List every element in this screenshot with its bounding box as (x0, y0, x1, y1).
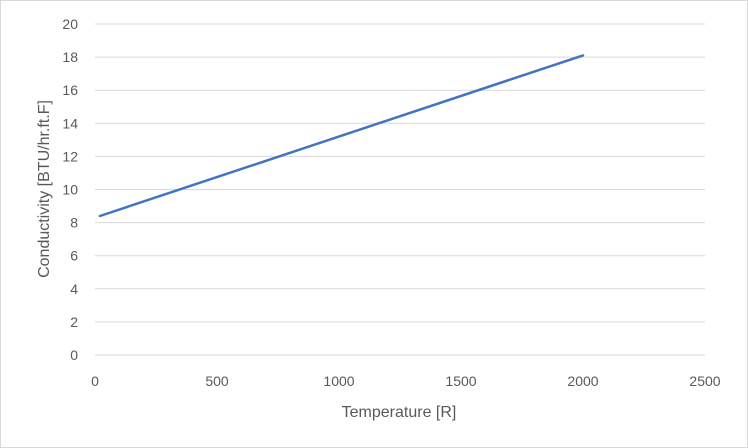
y-tick-label: 6 (70, 248, 78, 264)
x-axis-title: Temperature [R] (342, 404, 457, 421)
y-axis-ticks: 0 2 4 6 8 10 12 14 16 18 20 (62, 16, 78, 363)
y-axis-title: Conductivity [BTU/hr.ft.F] (36, 100, 53, 278)
y-tick-label: 2 (70, 314, 78, 330)
y-tick-label: 18 (62, 49, 78, 65)
x-tick-label: 2000 (567, 373, 598, 389)
y-tick-label: 14 (62, 115, 78, 131)
x-axis-ticks: 0 500 1000 1500 2000 2500 (91, 373, 721, 389)
x-tick-label: 0 (91, 373, 99, 389)
y-tick-label: 0 (70, 347, 78, 363)
series-line (98, 54, 585, 218)
gridlines (95, 23, 705, 323)
x-tick-label: 1500 (445, 373, 476, 389)
x-tick-label: 1000 (323, 373, 354, 389)
y-tick-label: 8 (70, 215, 78, 231)
y-tick-label: 16 (62, 82, 78, 98)
series-layer (98, 54, 585, 218)
x-tick-label: 500 (205, 373, 229, 389)
y-tick-label: 20 (62, 16, 78, 32)
y-tick-label: 12 (62, 148, 78, 164)
y-tick-label: 10 (62, 182, 78, 198)
y-tick-label: 4 (70, 281, 78, 297)
x-tick-label: 2500 (689, 373, 720, 389)
